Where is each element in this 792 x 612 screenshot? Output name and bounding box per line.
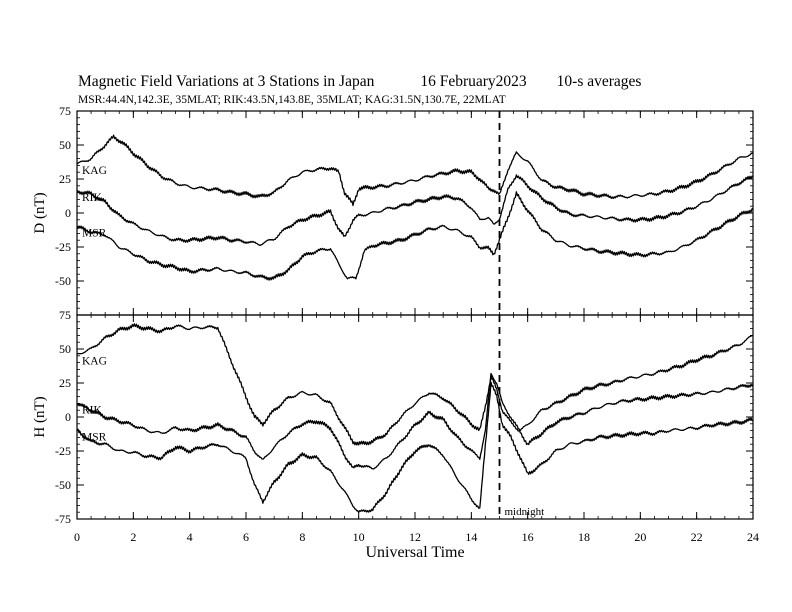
series-label-kag: KAG (82, 355, 107, 367)
y-tick-label: 75 (59, 104, 71, 118)
y-tick-label: -25 (55, 240, 71, 254)
panel-bottom: 75 50 25 0 -25 -50 -75 H (nT) midnight KAG RIK MSR 0… (32, 308, 759, 561)
x-tick-label: 2 (130, 530, 136, 544)
y-tick-label: 0 (65, 206, 71, 220)
x-tick-label: 20 (634, 530, 646, 544)
y-tick-label: 50 (59, 138, 71, 152)
series-line-kag (76, 323, 754, 446)
x-tick-label: 16 (522, 530, 534, 544)
x-tick-label: 12 (409, 530, 421, 544)
y-tick-label: 25 (59, 376, 71, 390)
series-line-msr (76, 381, 754, 513)
x-tick-label: 10 (353, 530, 365, 544)
series-label-rik: RIK (82, 404, 103, 416)
y-tick-label: -75 (55, 512, 71, 526)
series-line-rik (76, 174, 754, 247)
y-tick-label: 25 (59, 172, 71, 186)
y-tick-label: -25 (55, 444, 71, 458)
series-label-kag: KAG (82, 165, 107, 177)
x-axis-label: Universal Time (365, 544, 464, 561)
series-line-kag (76, 134, 753, 207)
x-tick-label: 22 (691, 530, 703, 544)
series-line-rik (76, 372, 754, 470)
plot-frame (76, 314, 754, 520)
title-main: Magnetic Field Variations at 3 Stations … (78, 73, 375, 90)
series-label-rik: RIK (82, 192, 103, 204)
y-tick-label: -50 (55, 274, 71, 288)
y-tick-label: 50 (59, 342, 71, 356)
series-label-msr: MSR (82, 228, 107, 240)
x-tick-label: 24 (747, 530, 759, 544)
series-line-msr (76, 191, 754, 281)
station-coordinates: MSR:44.4N,142.3E, 35MLAT; RIK:43.5N,143.… (78, 94, 506, 106)
y-axis-label: H (nT) (32, 396, 48, 437)
series-label-msr: MSR (82, 432, 107, 444)
x-tick-label: 6 (243, 530, 249, 544)
midnight-label: midnight (505, 506, 545, 518)
x-tick-label: 18 (578, 530, 590, 544)
y-axis-label: D (nT) (32, 192, 48, 233)
y-tick-label: -50 (55, 478, 71, 492)
panel-top: 75 50 25 0 -25 -50 D (nT) KAG RIK MSR (32, 104, 754, 316)
title-date: 16 February2023 (420, 73, 527, 90)
x-tick-label: 14 (465, 530, 477, 544)
x-tick-label: 4 (187, 530, 193, 544)
x-tick-label: 0 (74, 530, 80, 544)
y-tick-label: 0 (65, 410, 71, 424)
title-averaging: 10-s averages (556, 73, 642, 90)
y-tick-label: 75 (59, 308, 71, 322)
plot-frame (76, 110, 754, 316)
x-tick-label: 8 (299, 530, 305, 544)
chart-title: Magnetic Field Variations at 3 Stations … (78, 73, 641, 91)
